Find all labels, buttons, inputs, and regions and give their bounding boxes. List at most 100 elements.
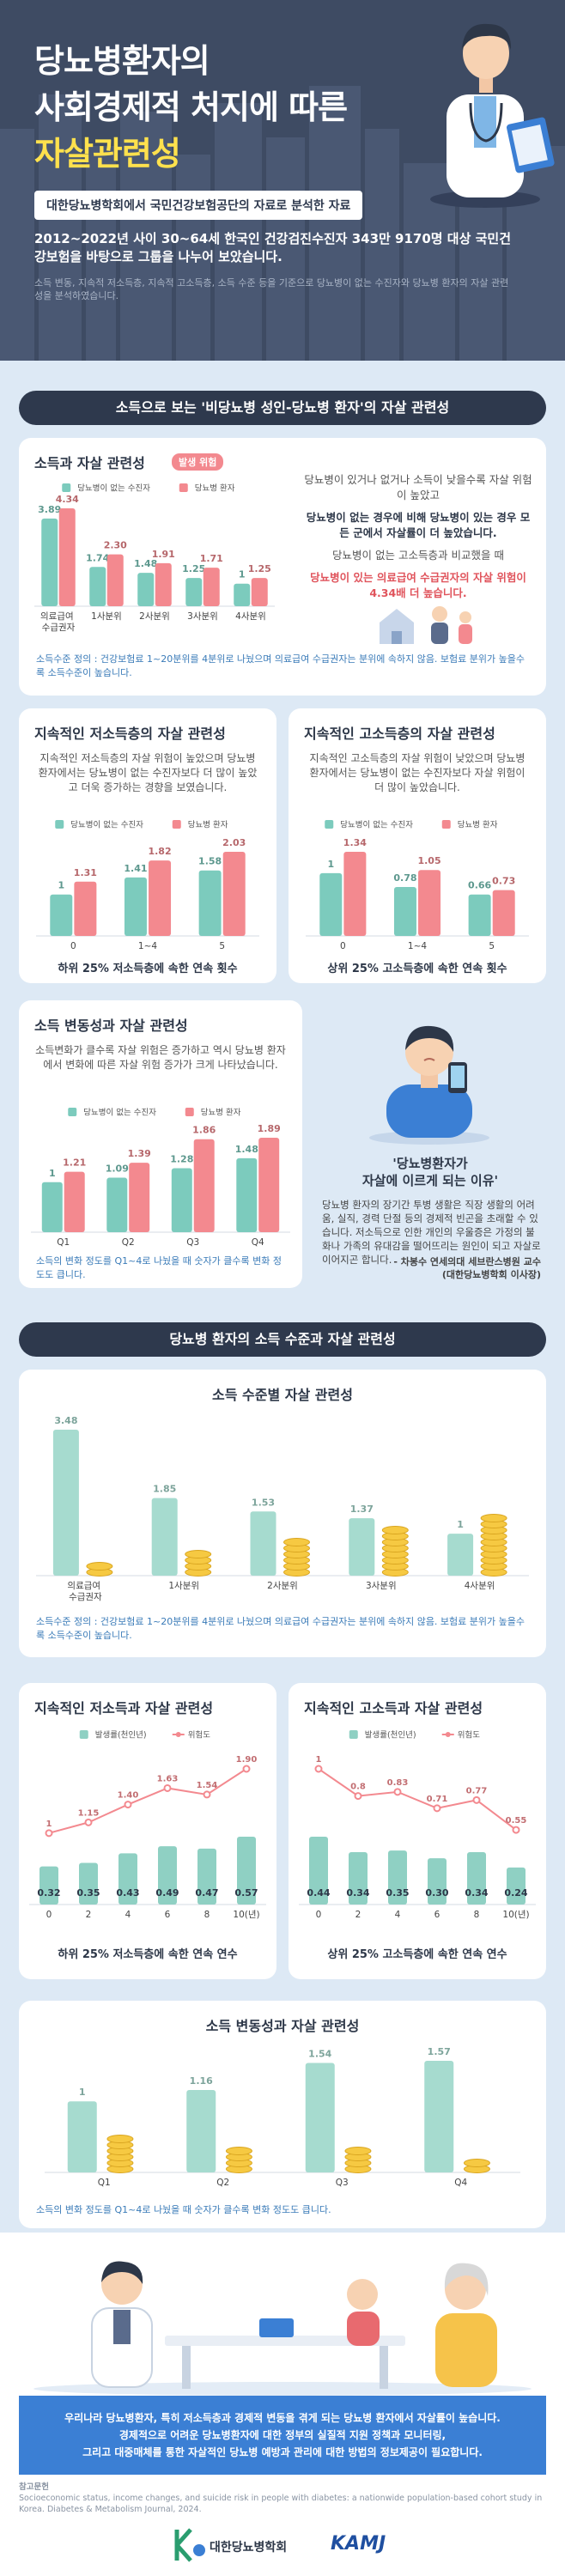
point: [124, 1801, 132, 1809]
bar: [149, 860, 172, 936]
point: [314, 1765, 323, 1773]
data-label: 0.55: [506, 1816, 527, 1826]
section-title: 당뇨병 환자의 소득 수준과 자살 관련성: [19, 1322, 546, 1357]
data-label: 1.91: [152, 549, 175, 560]
data-label: 1.89: [258, 1123, 281, 1134]
bar: [158, 1846, 177, 1905]
description-text: 당뇨병이 있거나 없거나 소득이 낮을수록 자살 위험이 높았고: [304, 473, 532, 501]
x-tick-label: 4사분위: [235, 611, 266, 622]
data-label: 1.39: [128, 1148, 151, 1159]
data-label: 3.48: [54, 1415, 77, 1426]
chart-plot: 당뇨병이 없는 수진자 당뇨병 환자 0 1 1.31 1~4 1.411.82 5 1.582…: [36, 820, 259, 951]
logos: 대한당뇨병학회 KAMJ: [0, 2514, 565, 2576]
data-label: 1.82: [148, 846, 171, 857]
x-tick-label: 8: [474, 1910, 480, 1920]
references-heading: 참고문헌: [19, 2482, 49, 2492]
chart-card: 소득 변동성과 자살 관련성 소득변화가 클수록 자살 위험은 증가하고 역시 …: [19, 1000, 302, 1288]
chart-card: 지속적인 저소득과 자살 관련성 발생률(천인년) 위험도 0 0.32 2 0.35 4 0…: [19, 1683, 276, 1979]
data-label: 1.31: [74, 867, 97, 878]
line: [48, 1768, 247, 1834]
bar: [250, 1511, 276, 1576]
legend-label: 당뇨병 환자: [458, 820, 498, 830]
legend-label: 당뇨병 환자: [188, 820, 228, 830]
bar: [137, 573, 155, 606]
conclusion-line: 경제적으로 어려운 당뇨병환자에 대한 정부의 실질적 지원 정책과 모니터링,: [118, 2429, 447, 2441]
legend-label: 당뇨병이 없는 수진자: [77, 483, 150, 494]
data-label: 0.83: [387, 1778, 409, 1788]
legend-symbol: [185, 1108, 194, 1116]
bar: [234, 583, 251, 606]
data-label: 0.34: [465, 1887, 488, 1899]
bar: [424, 2061, 454, 2172]
logo-text: 대한당뇨병학회: [210, 2541, 288, 2555]
point: [163, 1783, 172, 1792]
chart-description: 당뇨병이 있거나 없거나 소득이 낮을수록 자살 위험이 높았고 당뇨병이 없는…: [302, 472, 534, 608]
coin: [185, 1550, 212, 1558]
data-label: 0.57: [234, 1887, 258, 1899]
bar: [492, 890, 515, 936]
bar: [186, 2089, 216, 2172]
bar: [203, 568, 220, 606]
bar: [52, 1430, 79, 1576]
bar: [258, 1138, 280, 1232]
point: [433, 1804, 441, 1813]
x-axis-label: 하위 25% 저소득층에 속한 연속 횟수: [58, 963, 238, 975]
bar: [251, 578, 268, 606]
x-tick-label: 4: [125, 1910, 131, 1920]
chart-note: 소득의 변화 정도를 Q1~4로 나눴을 때 숫자가 클수록 변화 정도도 큽니…: [36, 1255, 282, 1280]
chart-title: 지속적인 저소득과 자살 관련성: [34, 1700, 214, 1716]
data-label: 2.30: [104, 540, 127, 551]
bar: [39, 1866, 58, 1905]
chart-plot: 당뇨병이 없는 수진자 당뇨병 환자 0 1 1.34 1~4 0.781.05 5 0.66 0…: [306, 820, 529, 951]
bar: [319, 872, 343, 936]
data-label: 0.73: [492, 876, 515, 887]
conclusion-line: 그리고 대중매체를 통한 자살적인 당뇨병 예방과 관리에 대한 방법의 정보제…: [82, 2446, 483, 2458]
bar: [155, 562, 172, 606]
x-tick-label: 10(년): [502, 1910, 529, 1920]
data-label: 0.43: [116, 1887, 139, 1899]
data-label: 1: [457, 1519, 464, 1530]
data-label: 4.34: [56, 494, 79, 505]
bar: [64, 1171, 85, 1232]
x-tick-label: 의료급여 수급권자: [40, 611, 76, 633]
x-tick-label: Q4: [252, 1237, 264, 1248]
bar: [447, 1534, 474, 1576]
bar: [349, 1518, 375, 1576]
coin: [86, 1562, 113, 1571]
quote-title-line: 자살에 이르게 되는 이유': [361, 1173, 499, 1188]
point: [512, 1826, 520, 1834]
data-label: 1: [49, 1168, 56, 1179]
conclusion: 우리나라 당뇨병환자, 특히 저소득층과 경제적 변동을 겪게 되는 당뇨병 환…: [19, 2396, 546, 2475]
chart-plot: 의료급여 수급권자 3.48 1사분위 1.85 2사분위 1.53 3사분위 1.37 4사분…: [36, 1415, 529, 1602]
description-text: 당뇨병이 있는 의료급여 수급권자의 자살 위험이 4.34배 더 높습니다.: [310, 571, 526, 599]
data-label: 0.49: [155, 1887, 179, 1899]
coin: [344, 2147, 372, 2155]
quote-author: - 차봉수 연세의대 세브란스병원 교수 (대한당뇨병학회 이사장): [322, 1255, 541, 1281]
legend-symbol: [68, 1108, 77, 1116]
data-label: 0.24: [504, 1887, 527, 1899]
bar: [349, 1851, 368, 1905]
title-line: 자살관련성: [34, 135, 181, 173]
header-illustration: [0, 23, 565, 361]
legend-symbol: [179, 483, 188, 492]
bar: [507, 1867, 526, 1905]
data-label: 3.89: [38, 504, 61, 515]
x-tick-label: 0: [340, 941, 346, 951]
data-label: 1.09: [106, 1163, 129, 1175]
x-tick-label: 1사분위: [168, 1580, 199, 1591]
source: 대한당뇨병학회에서 국민건강보험공단의 자료로 분석한 자료: [34, 191, 363, 220]
x-tick-label: 2사분위: [267, 1580, 298, 1591]
coin: [106, 2135, 134, 2143]
bar: [428, 1858, 447, 1905]
data-label: 0.32: [37, 1887, 60, 1899]
x-tick-label: 5: [219, 941, 225, 951]
coin: [381, 1526, 409, 1534]
legend-label: 당뇨병이 없는 수진자: [83, 1108, 156, 1118]
quote-body: 당뇨병 환자의 장기간 투병 생활은 직장 생활의 어려움, 실직, 경력 단절…: [322, 1199, 541, 1266]
legend-symbol: [79, 1730, 88, 1739]
legend-label: 당뇨병 환자: [201, 1108, 241, 1118]
bar: [118, 1853, 137, 1905]
x-tick-label: 1~4: [138, 941, 157, 951]
chart-title: 소득과 자살 관련성: [34, 455, 145, 471]
affiliation: (대한당뇨병학회 이사장): [441, 1269, 541, 1280]
